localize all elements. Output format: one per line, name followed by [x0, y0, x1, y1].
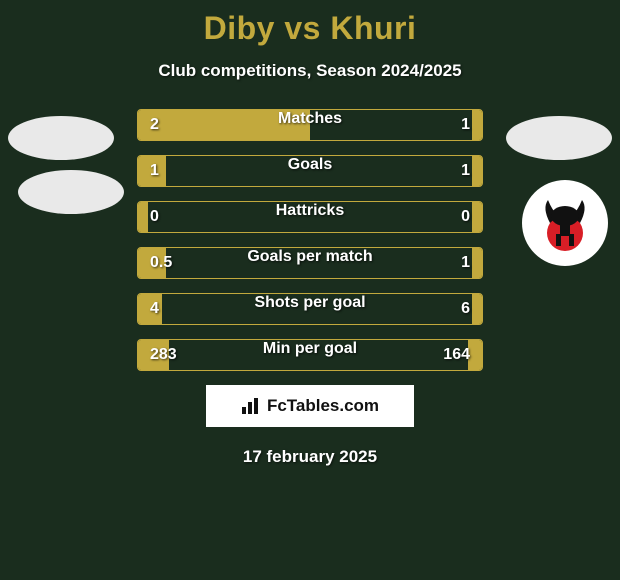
bar-chart-icon	[241, 397, 263, 415]
stat-value-right: 1	[461, 254, 470, 272]
stat-value-left: 4	[150, 300, 159, 318]
page-title: Diby vs Khuri	[0, 0, 620, 47]
stat-value-left: 0.5	[150, 254, 172, 272]
stat-row-min-per-goal: 283 164 Min per goal	[137, 339, 483, 371]
club-logo-right	[522, 180, 608, 266]
bull-icon	[530, 188, 600, 258]
stat-value-right: 1	[461, 162, 470, 180]
stat-value-right: 6	[461, 300, 470, 318]
date-label: 17 february 2025	[0, 447, 620, 467]
stat-row-matches: 2 1 Matches	[137, 109, 483, 141]
player-left-badge-1	[8, 116, 114, 160]
stat-value-left: 283	[150, 346, 177, 364]
stat-value-left: 1	[150, 162, 159, 180]
fctables-watermark: FcTables.com	[206, 385, 414, 427]
fctables-label: FcTables.com	[267, 396, 379, 416]
stat-row-shots-per-goal: 4 6 Shots per goal	[137, 293, 483, 325]
infographic-container: Diby vs Khuri Club competitions, Season …	[0, 0, 620, 580]
player-right-badge-1	[506, 116, 612, 160]
stat-value-right: 1	[461, 116, 470, 134]
player-left-badge-2	[18, 170, 124, 214]
stat-row-hattricks: 0 0 Hattricks	[137, 201, 483, 233]
subtitle: Club competitions, Season 2024/2025	[0, 61, 620, 81]
stat-value-left: 0	[150, 208, 159, 226]
comparison-bars: 2 1 Matches 1 1 Goals 0 0 Hattricks	[137, 109, 483, 371]
stat-value-left: 2	[150, 116, 159, 134]
stat-value-right: 164	[443, 346, 470, 364]
stat-row-goals-per-match: 0.5 1 Goals per match	[137, 247, 483, 279]
stat-value-right: 0	[461, 208, 470, 226]
stat-row-goals: 1 1 Goals	[137, 155, 483, 187]
